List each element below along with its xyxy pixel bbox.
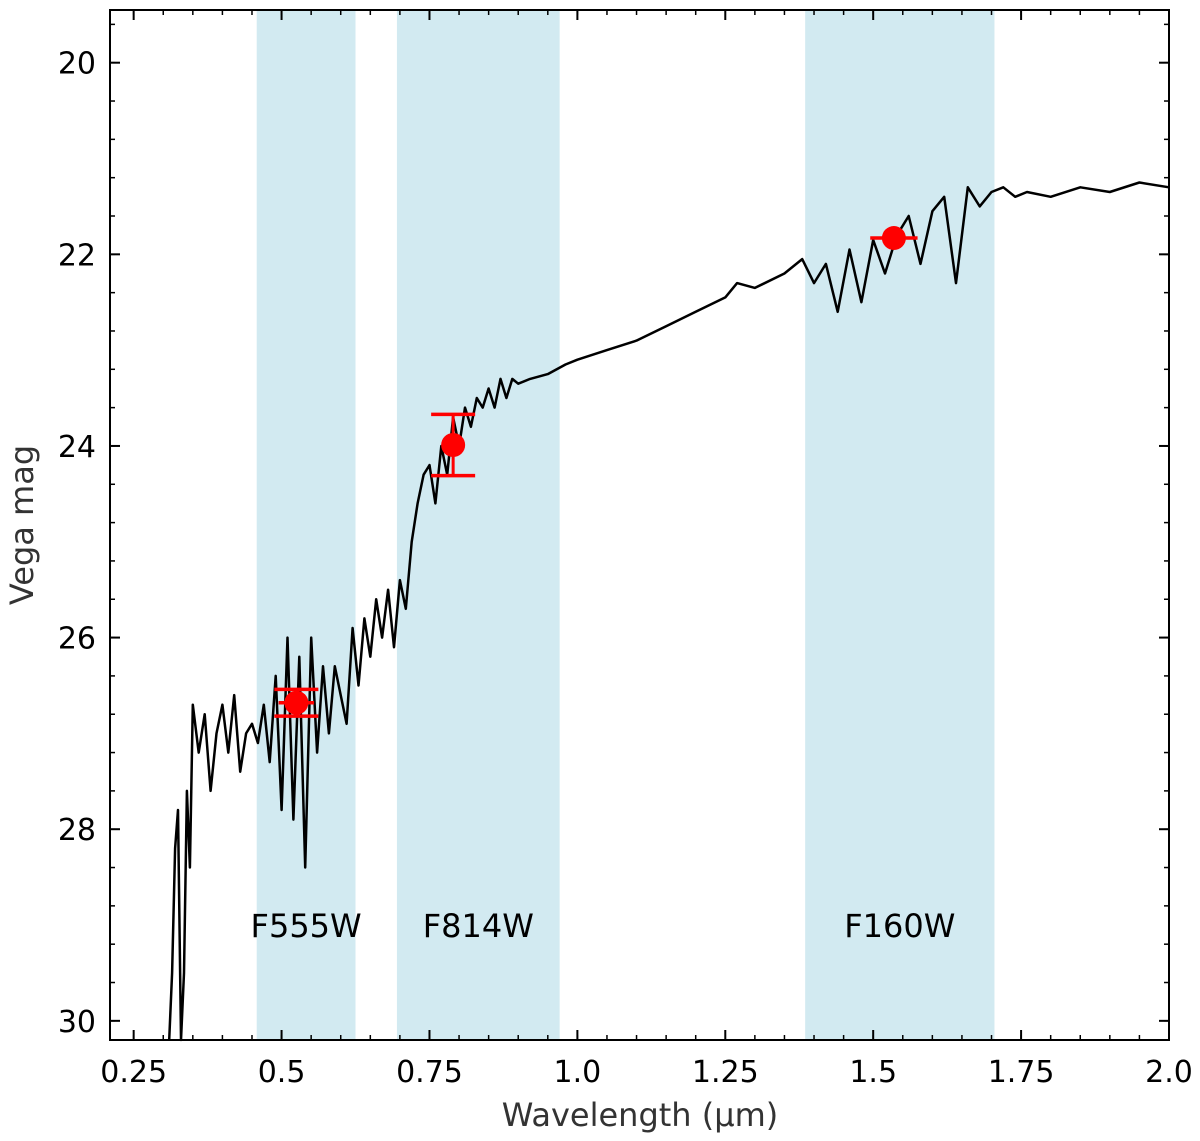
x-tick-label: 1.5 xyxy=(849,1055,897,1090)
x-tick-label: 0.5 xyxy=(258,1055,306,1090)
band-labels: F555W F814W F160W xyxy=(251,907,956,945)
photometry-marker xyxy=(441,432,466,457)
x-tick-label: 2.0 xyxy=(1145,1055,1193,1090)
photometry-marker xyxy=(881,226,906,251)
x-tick-label: 1.75 xyxy=(988,1055,1055,1090)
y-tick-label: 28 xyxy=(58,813,96,848)
photometry-marker xyxy=(284,690,309,715)
axis-ticks: 0.25 0.5 0.75 1.0 1.25 1.5 1.75 2.0 20 22 24 26 28 30 xyxy=(58,10,1193,1090)
y-tick-label: 20 xyxy=(58,47,96,82)
y-tick-label: 26 xyxy=(58,622,96,657)
x-tick-label: 1.25 xyxy=(692,1055,759,1090)
x-axis-label: Wavelength (μm) xyxy=(502,1096,779,1134)
x-tick-label: 0.25 xyxy=(100,1055,167,1090)
y-tick-label: 24 xyxy=(58,430,96,465)
y-tick-label: 30 xyxy=(58,1005,96,1040)
photometry-point-1 xyxy=(431,412,476,478)
y-axis-label: Vega mag xyxy=(3,445,41,605)
plot-frame xyxy=(109,9,1170,1041)
band-f814w xyxy=(396,10,560,1040)
photometry-point-0 xyxy=(274,687,319,718)
x-tick-label: 0.75 xyxy=(396,1055,463,1090)
band-label-f160w: F160W xyxy=(844,907,955,945)
band-f160w xyxy=(805,10,995,1040)
band-label-f555w: F555W xyxy=(251,907,362,945)
photometry-point-2 xyxy=(870,226,918,251)
y-tick-label: 22 xyxy=(58,238,96,273)
band-f555w xyxy=(256,10,356,1040)
filter-bands xyxy=(256,10,995,1040)
x-tick-label: 1.0 xyxy=(554,1055,602,1090)
photometry-points xyxy=(274,226,918,718)
band-label-f814w: F814W xyxy=(423,907,534,945)
